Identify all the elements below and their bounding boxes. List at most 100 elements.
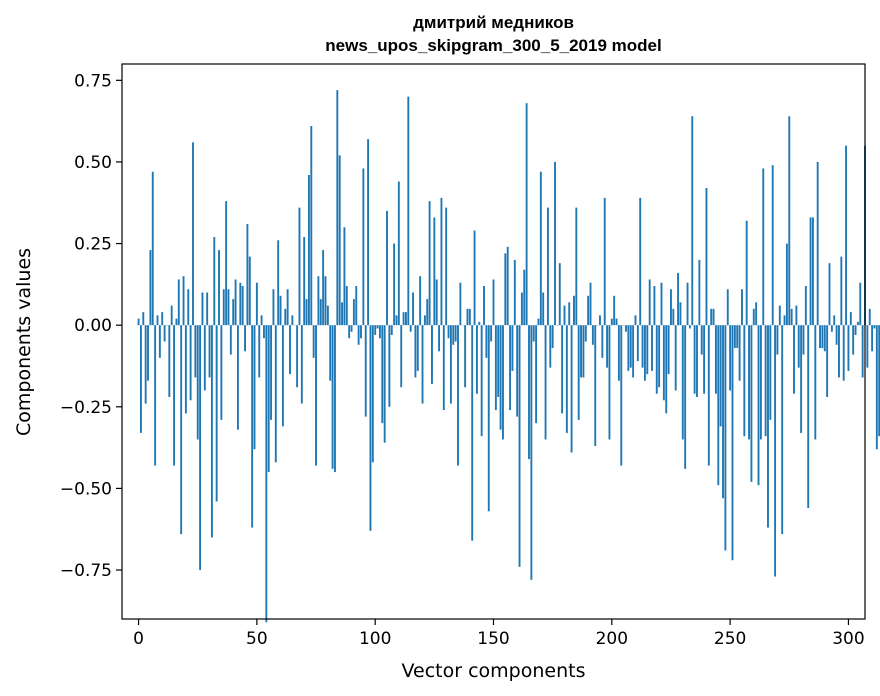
bar-248: [724, 325, 727, 551]
bar-182: [568, 302, 571, 326]
bar-0: [137, 318, 140, 326]
bar-225: [670, 289, 672, 326]
bar-113: [405, 312, 407, 326]
bar-243: [712, 308, 715, 326]
bar-51: [258, 325, 261, 378]
bar-30: [208, 325, 211, 378]
bar-270: [776, 325, 779, 355]
bar-160: [516, 325, 519, 417]
bar-72: [307, 175, 310, 326]
bar-260: [752, 308, 755, 326]
bar-103: [381, 325, 384, 424]
bar-88: [345, 286, 348, 326]
bar-193: [594, 325, 597, 446]
bar-181: [565, 325, 568, 433]
bar-288: [819, 325, 821, 349]
bar-267: [769, 325, 772, 420]
bar-229: [679, 302, 682, 326]
bar-110: [397, 181, 400, 326]
bar-254: [738, 325, 741, 381]
bar-204: [620, 325, 623, 466]
bar-67: [296, 325, 299, 388]
bar-272: [781, 325, 784, 535]
bar-90: [350, 325, 353, 332]
bar-122: [426, 299, 429, 326]
bar-150: [492, 279, 495, 326]
bar-200: [610, 318, 613, 326]
bar-43: [239, 282, 242, 326]
y-tick-label-5: −0.50: [60, 479, 112, 499]
bar-54: [265, 325, 268, 623]
bar-203: [617, 325, 620, 381]
bar-17: [177, 279, 180, 326]
bar-166: [530, 325, 533, 580]
bar-33: [215, 325, 218, 502]
bar-159: [513, 259, 516, 326]
bar-244: [714, 325, 717, 394]
bar-207: [627, 325, 630, 371]
bar-189: [584, 325, 587, 342]
bar-94: [360, 325, 362, 339]
x-tick-label-0: 0: [133, 629, 144, 649]
bar-239: [703, 325, 706, 394]
bar-152: [497, 325, 500, 397]
bar-196: [601, 325, 604, 358]
bar-127: [438, 325, 441, 352]
bar-121: [423, 315, 426, 326]
bar-42: [237, 325, 239, 430]
bar-209: [632, 325, 635, 378]
bar-290: [823, 325, 826, 352]
bar-163: [523, 269, 526, 326]
bar-117: [414, 325, 417, 378]
bar-75: [315, 325, 317, 466]
bar-306: [861, 325, 864, 378]
bar-3: [144, 325, 147, 404]
bar-31: [210, 325, 213, 538]
bar-197: [603, 197, 606, 326]
bar-64: [289, 325, 291, 375]
y-axis-label: Components values: [13, 248, 35, 436]
bar-169: [537, 318, 540, 326]
bar-258: [748, 325, 750, 440]
bar-132: [449, 325, 452, 404]
bar-286: [814, 325, 817, 440]
bar-214: [643, 325, 646, 381]
bar-139: [466, 308, 469, 326]
bar-124: [431, 325, 433, 384]
bar-299: [845, 145, 848, 326]
bar-69: [300, 325, 303, 404]
bar-184: [573, 295, 575, 326]
bar-223: [665, 325, 668, 414]
bar-164: [525, 103, 528, 326]
bar-289: [821, 325, 824, 349]
bar-149: [490, 325, 493, 342]
bar-264: [762, 168, 765, 326]
bar-151: [494, 325, 497, 411]
bar-173: [546, 207, 549, 326]
bar-262: [757, 325, 760, 486]
bar-291: [826, 325, 829, 397]
bar-231: [684, 325, 687, 469]
bar-10: [161, 312, 164, 326]
bar-115: [409, 325, 412, 332]
bar-245: [717, 325, 720, 486]
bar-210: [634, 315, 637, 326]
bar-170: [539, 171, 542, 326]
bar-140: [468, 308, 471, 326]
y-tick-label-3: 0.00: [74, 316, 112, 336]
bar-251: [731, 325, 734, 561]
x-axis: 0 50 100 150 200 250 300: [133, 619, 865, 649]
bar-105: [386, 210, 388, 326]
bar-232: [686, 282, 689, 326]
bar-271: [778, 305, 781, 326]
bar-92: [355, 286, 358, 326]
bar-185: [575, 207, 578, 326]
bar-41: [234, 279, 237, 326]
bar-199: [608, 325, 611, 440]
bar-141: [471, 325, 474, 541]
bar-104: [383, 325, 386, 443]
bar-135: [457, 325, 459, 466]
bar-16: [175, 318, 178, 326]
bar-61: [281, 325, 284, 427]
bar-301: [849, 312, 852, 326]
